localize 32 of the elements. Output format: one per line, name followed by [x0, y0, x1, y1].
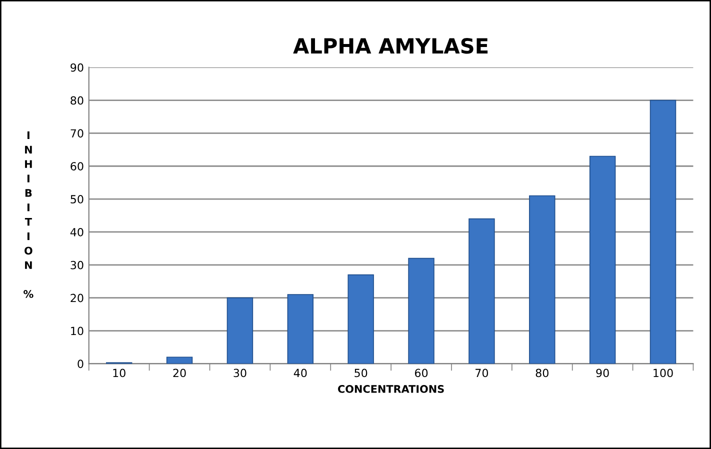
- x-tick-label: 70: [476, 368, 488, 378]
- x-tick-label: 60: [414, 368, 428, 378]
- x-tick-label: 40: [294, 368, 307, 378]
- x-axis-title: CONCENTRATIONS: [338, 385, 444, 393]
- x-tick-label: 20: [173, 368, 186, 378]
- y-tick-label: 80: [70, 96, 84, 105]
- x-tick-label: 80: [536, 368, 548, 378]
- bar: [287, 294, 314, 364]
- x-tick-label: 10: [113, 368, 126, 378]
- y-tick-label: 70: [70, 129, 84, 138]
- y-tick-label: 30: [70, 260, 84, 270]
- y-tick-label: 90: [70, 63, 84, 72]
- y-tick-label: 20: [70, 294, 84, 302]
- bar: [348, 274, 374, 364]
- bar: [529, 195, 556, 364]
- bar: [226, 297, 254, 364]
- y-tick-label: 40: [70, 228, 84, 236]
- bar: [408, 258, 434, 364]
- chart-title: ALPHA AMYLASE: [293, 38, 488, 54]
- bar: [468, 218, 495, 364]
- bar: [166, 356, 193, 364]
- y-tick-label: 60: [70, 162, 84, 171]
- x-tick-label: 30: [234, 368, 246, 378]
- x-tick-label: 90: [596, 368, 609, 378]
- x-tick-label: 100: [654, 368, 673, 378]
- bar: [650, 100, 676, 364]
- y-tick-label: 10: [71, 326, 84, 336]
- y-tick-label: 0: [78, 360, 84, 368]
- x-tick-label: 50: [354, 368, 368, 378]
- y-tick-label: 50: [70, 195, 84, 204]
- bar: [589, 156, 616, 364]
- text: INHIBITION %: [24, 131, 34, 298]
